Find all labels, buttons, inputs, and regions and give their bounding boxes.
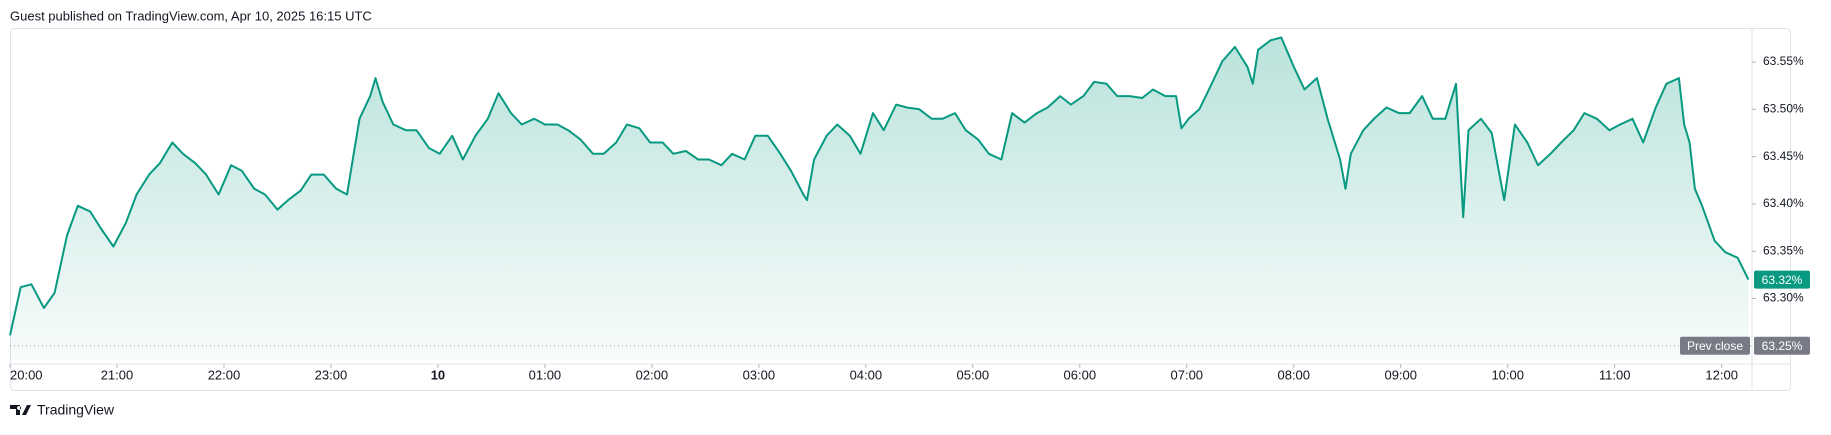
y-tick-label: 63.50% bbox=[1763, 102, 1804, 116]
x-tick-label: 08:00 bbox=[1277, 367, 1310, 382]
x-tick-label: 21:00 bbox=[101, 367, 134, 382]
x-tick-label: 12:00 bbox=[1705, 367, 1738, 382]
x-tick-label: 10 bbox=[431, 367, 445, 382]
prev-close-name: Prev close bbox=[1687, 339, 1743, 353]
header-text: Guest published on TradingView.com, Apr … bbox=[10, 8, 372, 23]
y-tick-label: 63.30% bbox=[1763, 291, 1804, 305]
x-tick-label: 06:00 bbox=[1064, 367, 1097, 382]
x-tick-label: 04:00 bbox=[850, 367, 883, 382]
y-tick-label: 63.35% bbox=[1763, 243, 1804, 257]
y-tick-label: 63.55% bbox=[1763, 54, 1804, 68]
y-tick-label: 63.45% bbox=[1763, 149, 1804, 163]
area-fill bbox=[10, 37, 1749, 360]
price-line bbox=[9, 36, 1750, 336]
x-tick-label: 22:00 bbox=[208, 367, 241, 382]
y-tick-label: 63.40% bbox=[1763, 196, 1804, 210]
x-tick-label: 07:00 bbox=[1171, 367, 1204, 382]
x-tick-label: 23:00 bbox=[315, 367, 348, 382]
brand-name: TradingView bbox=[37, 402, 115, 418]
x-tick-label: 03:00 bbox=[743, 367, 776, 382]
x-tick-label: 09:00 bbox=[1384, 367, 1417, 382]
logo-icon bbox=[10, 405, 31, 415]
prev-close-name-box bbox=[1680, 336, 1750, 355]
tradingview-logo: TradingView bbox=[10, 402, 115, 418]
last-price-box bbox=[1754, 270, 1810, 289]
x-tick-label: 10:00 bbox=[1491, 367, 1524, 382]
prev-close-box bbox=[1754, 336, 1810, 355]
x-tick-label: 11:00 bbox=[1599, 367, 1631, 382]
x-tick-label: 01:00 bbox=[529, 367, 562, 382]
prev-close-label: 63.25% bbox=[1762, 339, 1803, 353]
x-tick-label: 02:00 bbox=[636, 367, 669, 382]
x-tick-label: 05:00 bbox=[957, 367, 990, 382]
chart-frame bbox=[10, 28, 1791, 391]
last-price-label: 63.32% bbox=[1762, 273, 1803, 287]
x-tick-label: 20:00 bbox=[10, 367, 43, 382]
